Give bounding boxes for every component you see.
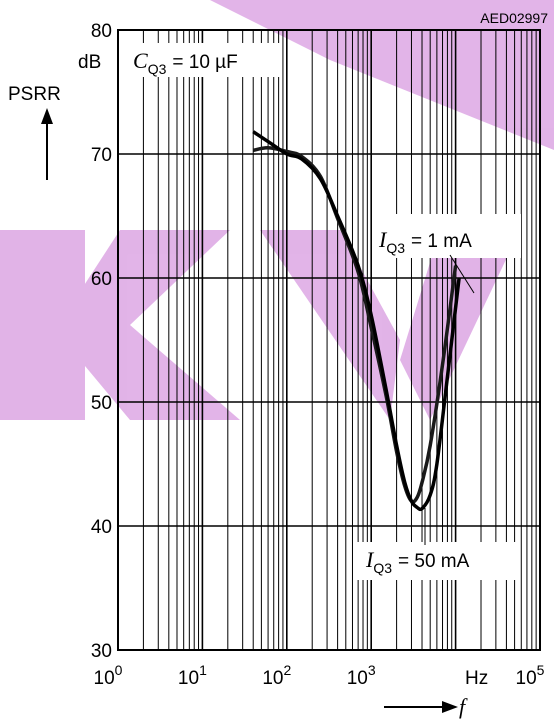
y-tick-labels: 30 40 50 60 70 80 [91,21,112,662]
watermark-v-left [260,230,400,420]
watermark-v-right [400,230,520,420]
y-tick-label: 60 [91,269,112,290]
y-tick-label: 30 [91,641,112,662]
x-tick-label: 105 [516,662,545,689]
x-unit: Hz [465,668,488,689]
x-tick-label: 101 [178,662,207,689]
y-tick-label: 80 [91,21,112,42]
x-axis-arrow-icon [384,701,458,713]
y-tick-label: 50 [91,393,112,414]
y-axis-arrow-icon [41,108,53,180]
x-tick-labels: 100 101 102 103 105 [94,662,545,689]
x-tick-label: 100 [94,662,123,689]
series-2-label-bg [355,542,520,580]
y-axis-label: PSRR [8,84,61,105]
x-axis-label: f [459,694,468,719]
condition-label: CQ3 = 10 µF [133,48,238,77]
series-2-line [252,130,461,512]
series-2-label: IQ3 = 50 mA [365,547,470,576]
x-tick-label: 103 [347,662,376,689]
watermark-k-arm [55,230,240,420]
plot-frame [117,29,541,651]
y-tick-label: 70 [91,145,112,166]
figure-code: AED02997 [480,10,548,26]
x-unit-bg [462,666,502,688]
series-1-label-bg [373,214,521,258]
chart-curves [252,130,461,512]
series-1-label: IQ3 = 1 mA [378,227,472,256]
condition-bg [127,43,282,77]
series-1-leader [449,254,475,294]
watermark-k-left [0,230,85,420]
y-unit: dB [78,52,101,73]
y-tick-label: 40 [91,517,112,538]
x-tick-label: 102 [262,662,291,689]
watermark-band [210,0,554,150]
